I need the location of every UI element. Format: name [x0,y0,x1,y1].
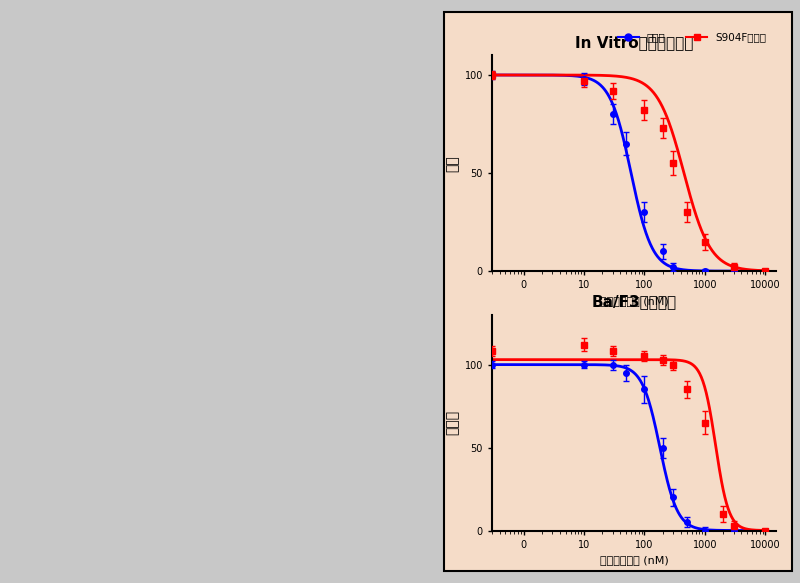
X-axis label: バンデタニブ (nM): バンデタニブ (nM) [600,296,668,305]
Y-axis label: 生存率: 生存率 [445,410,459,436]
X-axis label: バンデタニブ (nM): バンデタニブ (nM) [600,555,668,565]
Legend: 野生型, S904F変異体: 野生型, S904F変異体 [614,28,770,47]
Y-axis label: 活性: 活性 [445,155,459,171]
Title: In Vitroキナーゼ活性: In Vitroキナーゼ活性 [575,35,693,50]
Title: Ba/F3細胞生存: Ba/F3細胞生存 [591,294,677,310]
